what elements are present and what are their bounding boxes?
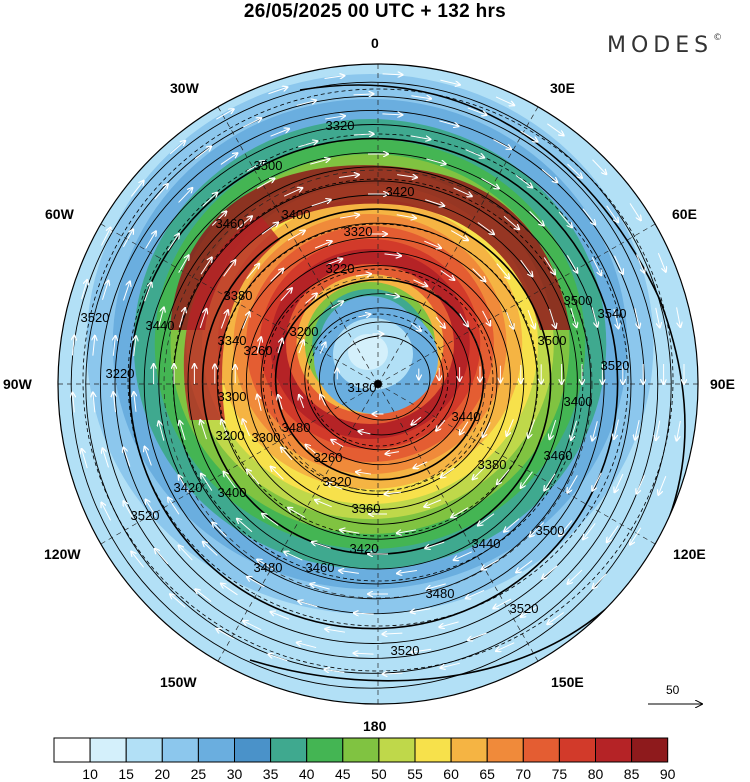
colorbar-tick-label: 40 [298,766,315,782]
contour-label: 3220 [106,366,135,381]
colorbar-tick-label: 50 [371,766,387,782]
colorbar-tick-label: 90 [659,766,676,782]
contour-label: 3300 [218,389,247,404]
colorbar-tick-label: 60 [443,766,459,782]
contour-label: 3440 [146,318,175,333]
contour-label: 3480 [254,560,283,575]
modes-logo: MODES© [607,33,723,58]
contour-label: 3420 [174,480,203,495]
contour-label: 3500 [254,158,283,173]
contour-label: 3460 [544,448,573,463]
south-pole-marker [374,380,382,388]
contour-label: 3480 [426,586,455,601]
colorbar-tick-label: 30 [226,766,243,782]
contour-label: 3540 [598,306,627,321]
colorbar-tick-label: 25 [190,766,207,782]
contour-label: 3520 [510,601,539,616]
colorbar-tick-label: 65 [479,766,495,782]
contour-label: 3380 [478,457,507,472]
contour-label: 3520 [81,310,110,325]
colorbar-tick-label: 15 [118,766,134,782]
contour-label: 3400 [564,394,593,409]
colorbar [53,737,669,763]
colorbar-tick-label: 75 [551,766,568,782]
colorbar-swatch [270,737,308,763]
lon-label-60w: 60W [45,206,74,222]
colorbar-swatch [414,737,452,763]
vector-scale-label: 50 [666,683,680,697]
colorbar-tick-label: 10 [82,766,98,782]
contour-label: 3420 [350,541,379,556]
contour-label: 3360 [352,501,381,516]
colorbar-tick-label: 55 [407,766,423,782]
colorbar-swatch [486,737,524,763]
colorbar-swatch [234,737,272,763]
contour-label: 3400 [218,485,247,500]
contour-label: 3420 [386,184,415,199]
colorbar-tick-label: 80 [587,766,604,782]
wind-speed-field: 3320 3500 3420 3400 3460 3320 3220 3380 3500 3540… [58,64,698,704]
colorbar-swatch [595,737,633,763]
contour-label: 3520 [601,358,630,373]
contour-label: 3200 [290,324,319,339]
contour-label: 3300 [252,430,281,445]
map-title: 26/05/2025 00 UTC + 132 hrs [243,1,507,22]
colorbar-tick-label: 45 [335,766,351,782]
colorbar-swatch [558,737,597,763]
map-boundary [57,63,699,705]
lon-label-120e: 120E [673,546,706,562]
contour-label: 3180 [348,380,377,395]
colorbar-swatch [342,737,380,763]
colorbar-tick-label: 35 [262,766,279,782]
contour-label: 3200 [216,428,245,443]
contour-label: 3520 [391,643,420,658]
contour-label: 3500 [538,333,567,348]
colorbar-swatch [89,737,127,763]
contour-label: 3460 [216,216,245,231]
contour-label: 3320 [344,224,373,239]
lon-label-150e: 150E [551,674,584,690]
contour-label: 3500 [564,293,593,308]
colorbar-tick-label: 70 [515,766,532,782]
lon-label-60e: 60E [672,206,697,222]
contour-label: 3320 [323,474,352,489]
colorbar-swatch [161,737,199,763]
lon-label-150w: 150W [160,674,197,690]
colorbar-swatch [53,737,91,763]
colorbar-swatch [378,737,416,763]
lon-label-120w: 120W [44,546,81,562]
colorbar-swatch [450,737,488,763]
contour-label: 3480 [282,420,311,435]
colorbar-swatch [306,737,344,763]
contour-label: 3340 [218,333,247,348]
colorbar-swatch [631,737,669,763]
contour-label: 3260 [244,343,273,358]
lon-label-90w: 90W [3,376,32,392]
colorbar-swatch [197,737,235,763]
lon-label-0: 0 [371,35,379,51]
contour-label: 3380 [224,288,253,303]
lon-label-30e: 30E [550,80,575,96]
colorbar-swatch [125,737,163,763]
contour-label: 3460 [306,560,335,575]
colorbar-tick-label: 20 [154,766,171,782]
lon-label-90e: 90E [710,376,735,392]
colorbar-swatch [522,737,560,763]
lon-label-180: 180 [363,718,387,734]
contour-label: 3520 [131,508,160,523]
contour-label: 3220 [326,261,355,276]
colorbar-tick-label: 85 [623,766,640,782]
contour-label: 3500 [536,523,565,538]
contour-label: 3400 [282,207,311,222]
lon-label-30w: 30W [170,80,199,96]
contour-label: 3260 [314,450,343,465]
contour-label: 3440 [452,409,481,424]
contour-label: 3440 [472,536,501,551]
contour-label: 3320 [326,118,355,133]
